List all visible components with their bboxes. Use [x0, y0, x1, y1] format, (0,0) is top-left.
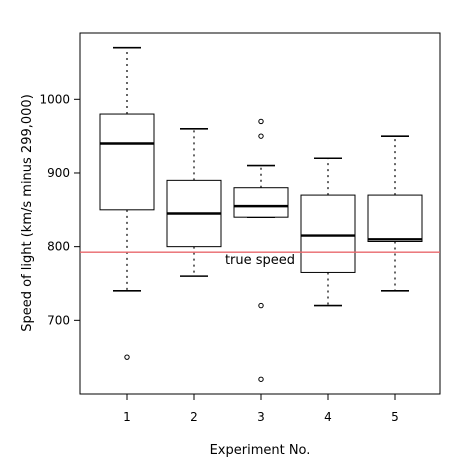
x-tick-label: 4: [324, 410, 332, 424]
box-group: [300, 157, 356, 307]
y-axis: 700 800 900 1000: [39, 92, 80, 327]
x-tick-label: 2: [190, 410, 198, 424]
box: [99, 113, 155, 211]
outlier-point: [258, 302, 264, 309]
reference-line-group: true speed: [80, 251, 440, 268]
outlier-point: [258, 376, 264, 382]
x-tick-label: 5: [391, 410, 399, 424]
y-tick-label: 800: [47, 240, 70, 254]
x-axis: 1 2 3 4 5: [123, 394, 399, 424]
box: [300, 194, 356, 273]
y-axis-label: Speed of light (km/s minus 299,000): [20, 94, 35, 332]
box-group: [99, 46, 155, 360]
box-series: [99, 46, 423, 382]
box-group: [233, 118, 289, 382]
box-group: [367, 135, 423, 292]
plot-frame: [79, 32, 441, 395]
outlier-point: [258, 133, 264, 139]
outlier-point: [124, 354, 130, 360]
y-tick-label: 900: [47, 166, 70, 180]
box: [233, 187, 289, 218]
y-tick-label: 700: [47, 313, 70, 327]
box-group: [166, 127, 222, 277]
outlier-point: [258, 118, 264, 125]
box: [367, 194, 423, 242]
reference-line-label: true speed: [225, 253, 295, 268]
x-tick-label: 1: [123, 410, 131, 424]
x-axis-label: Experiment No.: [210, 443, 311, 458]
y-tick-label: 1000: [39, 92, 70, 106]
x-tick-label: 3: [257, 410, 265, 424]
